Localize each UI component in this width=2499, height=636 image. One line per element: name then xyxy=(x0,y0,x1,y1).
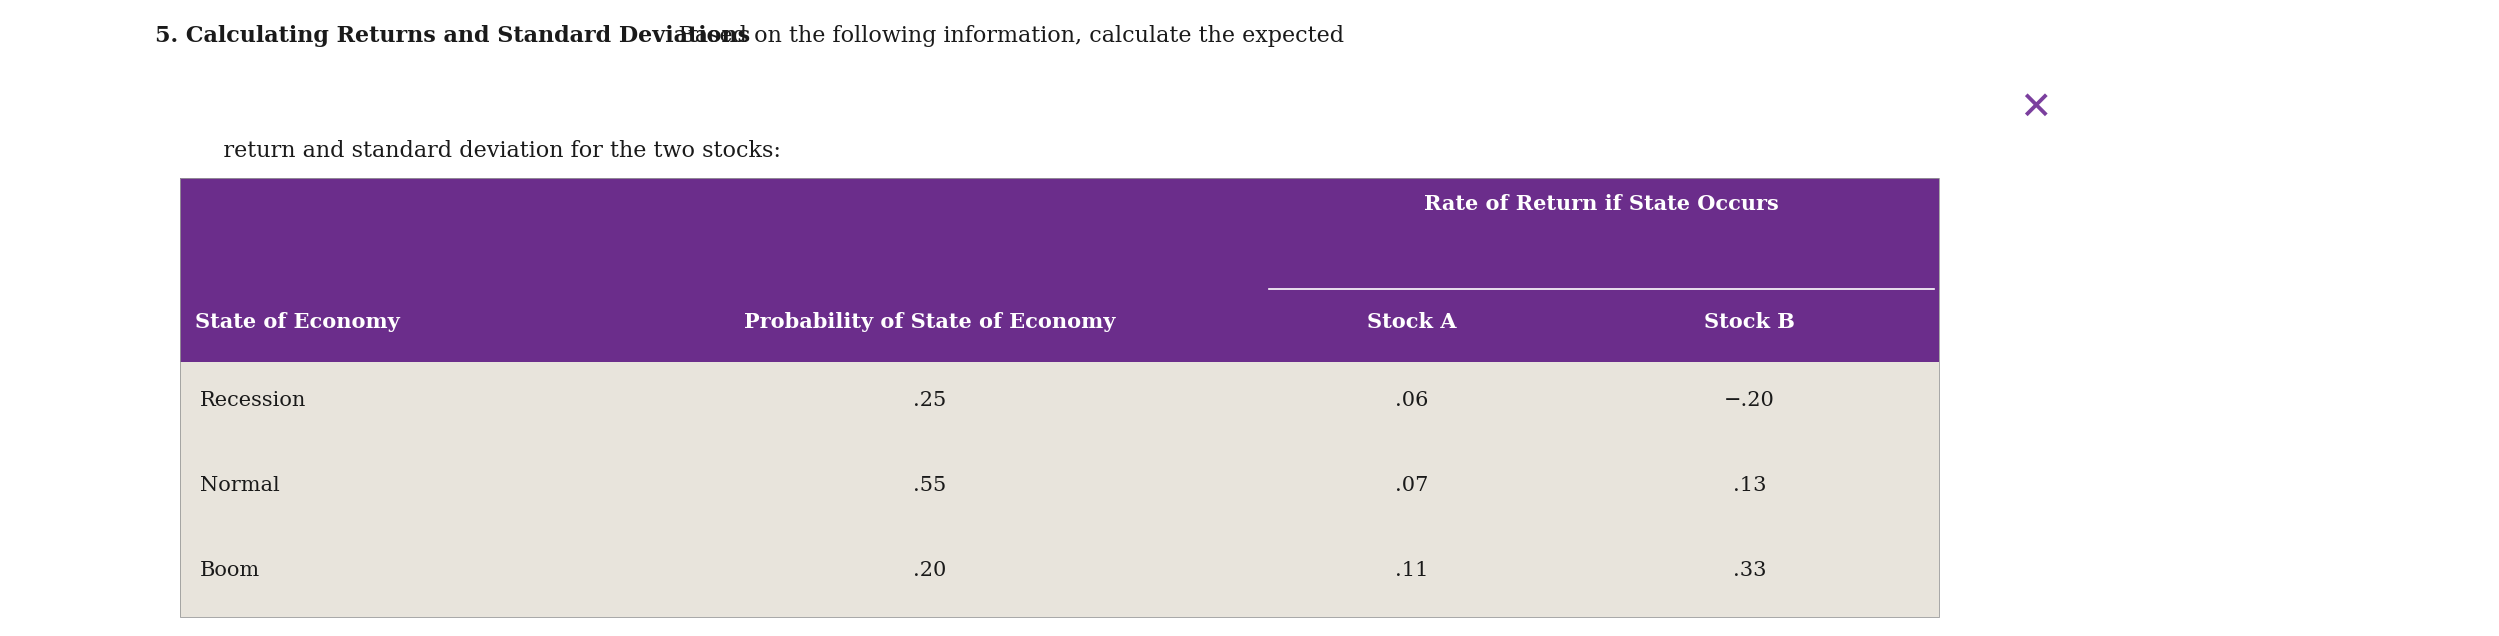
Text: Stock A: Stock A xyxy=(1367,312,1457,331)
Text: .06: .06 xyxy=(1394,391,1429,410)
Text: Normal: Normal xyxy=(200,476,280,495)
Text: .20: .20 xyxy=(912,561,947,580)
Text: Stock B: Stock B xyxy=(1704,312,1794,331)
Text: .13: .13 xyxy=(1732,476,1767,495)
Text: .25: .25 xyxy=(912,391,947,410)
Text: .11: .11 xyxy=(1394,561,1429,580)
Text: .33: .33 xyxy=(1732,561,1767,580)
Text: return and standard deviation for the two stocks:: return and standard deviation for the tw… xyxy=(195,140,780,162)
Bar xyxy=(180,363,1939,617)
Text: 5. Calculating Returns and Standard Deviations: 5. Calculating Returns and Standard Devi… xyxy=(155,25,750,48)
Text: ✕: ✕ xyxy=(2019,89,2052,127)
Text: .55: .55 xyxy=(912,476,947,495)
Text: Probability of State of Economy: Probability of State of Economy xyxy=(745,312,1115,331)
Text: Boom: Boom xyxy=(200,561,260,580)
Text: Based on the following information, calculate the expected: Based on the following information, calc… xyxy=(650,25,1344,48)
Text: Rate of Return if State Occurs: Rate of Return if State Occurs xyxy=(1424,194,1779,214)
Text: .07: .07 xyxy=(1394,476,1429,495)
Text: State of Economy: State of Economy xyxy=(195,312,400,331)
Text: Recession: Recession xyxy=(200,391,307,410)
Bar xyxy=(180,178,1939,363)
Text: −.20: −.20 xyxy=(1724,391,1774,410)
Bar xyxy=(180,178,1939,617)
